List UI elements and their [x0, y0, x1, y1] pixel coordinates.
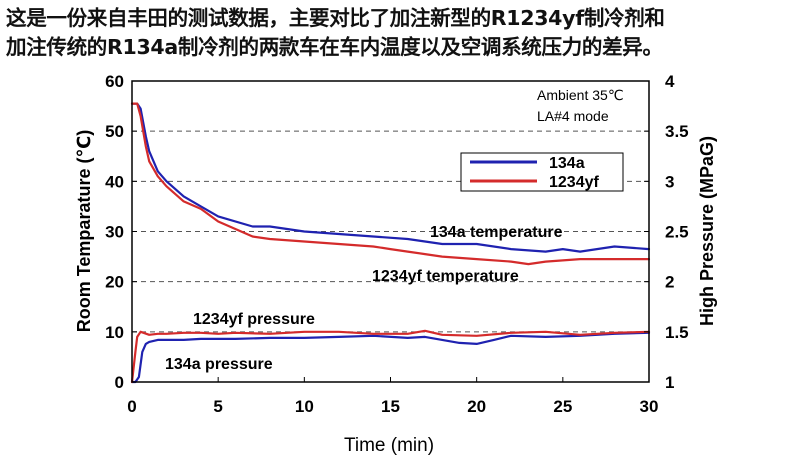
legend-box: [460, 152, 624, 192]
series-line-1234yf-pressure: [130, 329, 651, 384]
y-tick-label-right: 2: [665, 273, 674, 292]
y-tick-label-left: 50: [105, 122, 124, 141]
x-tick-label: 30: [640, 397, 659, 416]
legend-label-134a: 134a: [549, 155, 585, 172]
y-axis-title-right: High Pressure (MPaG): [697, 136, 717, 326]
y-tick-label-left: 30: [105, 223, 124, 242]
y-tick-label-left: 20: [105, 273, 124, 292]
x-tick-label: 10: [295, 397, 314, 416]
series-line-134a-temperature: [130, 102, 651, 253]
annotation-1234yf-temperature: 1234yf temperature: [372, 268, 519, 285]
y-tick-label-right: 1: [665, 373, 674, 392]
y-tick-label-right: 3: [665, 172, 674, 191]
y-tick-label-right: 3.5: [665, 122, 689, 141]
y-tick-label-right: 1.5: [665, 323, 689, 342]
labels: Time (min) Room Temparature (℃) High Pre…: [74, 87, 717, 455]
series-layer: [130, 102, 651, 384]
x-tick-label: 20: [467, 397, 486, 416]
legend: 134a 1234yf: [460, 152, 624, 192]
y-tick-label-left: 10: [105, 323, 124, 342]
annotation-134a-temperature: 134a temperature: [430, 224, 563, 241]
x-tick-label: 0: [127, 397, 136, 416]
y-axis-title-left: Room Temparature (℃): [74, 130, 94, 332]
condition-mode: LA#4 mode: [537, 108, 609, 124]
condition-ambient: Ambient 35℃: [537, 87, 624, 103]
caption-line-1: 这是一份来自丰田的测试数据，主要对比了加注新型的R1234yf制冷剂和: [6, 6, 665, 30]
legend-label-1234yf: 1234yf: [549, 174, 599, 191]
series-line-1234yf-temperature: [130, 102, 651, 266]
y-tick-label-right: 4: [665, 72, 675, 91]
y-tick-label-right: 2.5: [665, 223, 689, 242]
caption-line-2: 加注传统的R134a制冷剂的两款车在车内温度以及空调系统压力的差异。: [6, 35, 663, 59]
x-tick-label: 25: [553, 397, 572, 416]
x-axis-title: Time (min): [344, 435, 434, 455]
caption: 这是一份来自丰田的测试数据，主要对比了加注新型的R1234yf制冷剂和 加注传统…: [6, 4, 782, 62]
x-tick-label: 5: [213, 397, 222, 416]
annotation-1234yf-pressure: 1234yf pressure: [193, 311, 315, 328]
x-tick-label: 15: [381, 397, 400, 416]
series-line-134a-pressure: [130, 331, 651, 384]
annotation-134a-pressure: 134a pressure: [165, 356, 273, 373]
y-tick-label-left: 60: [105, 72, 124, 91]
y-tick-label-left: 0: [115, 373, 124, 392]
y-tick-label-left: 40: [105, 172, 124, 191]
